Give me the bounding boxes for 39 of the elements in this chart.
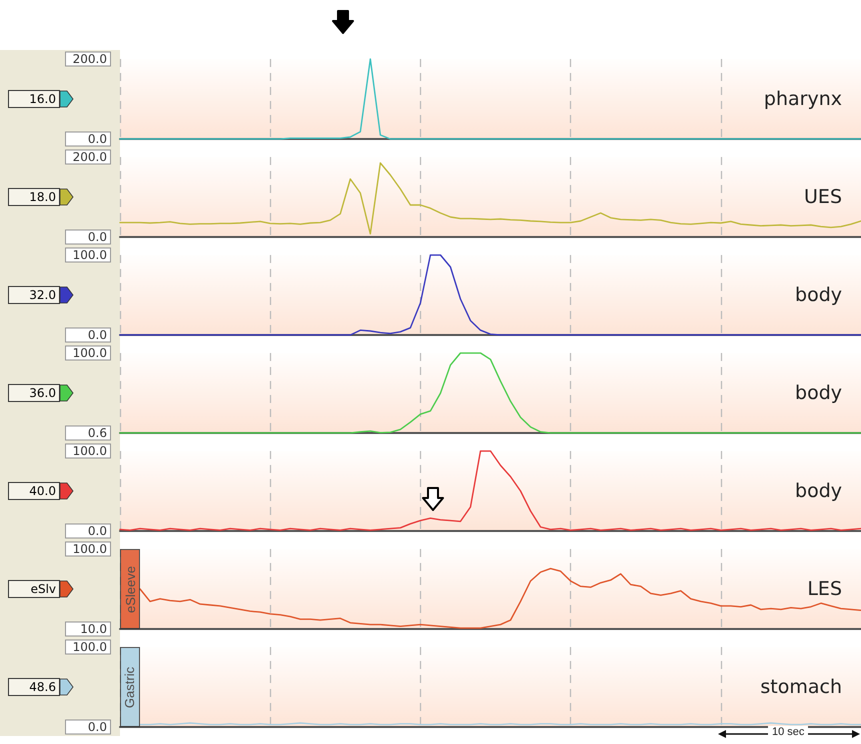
line-series <box>119 162 861 234</box>
y-tick-label: 100.0 <box>72 444 107 458</box>
annotation: 10 sec <box>768 726 808 738</box>
y-tick-label: 0.0 <box>88 132 107 146</box>
y-tick-label: 100.0 <box>72 542 107 556</box>
text: stomach <box>760 676 842 698</box>
y-tick-label: 100.0 <box>72 346 107 360</box>
text: UES <box>804 186 842 208</box>
y-tick-label: 200.0 <box>72 150 107 164</box>
y-tick-label: 0.0 <box>88 230 107 244</box>
annotation: Gastric <box>122 666 138 708</box>
annotation: eSleeve <box>122 566 138 612</box>
line-series <box>119 254 861 336</box>
text: body <box>795 284 842 306</box>
text: 18.0 <box>8 188 60 206</box>
y-tick-label: 0.0 <box>88 328 107 342</box>
text: 16.0 <box>8 90 60 108</box>
text: 36.0 <box>8 384 60 402</box>
line-series <box>119 58 861 140</box>
side-tab: eSleeve <box>120 549 140 629</box>
y-tick-label: 0.0 <box>88 524 107 538</box>
text: eSlv <box>8 580 60 598</box>
y-tick-label: 10.0 <box>80 622 107 636</box>
y-tick-label: 100.0 <box>72 640 107 654</box>
line-series <box>139 568 861 629</box>
text: 32.0 <box>8 286 60 304</box>
side-tab: Gastric <box>120 647 140 727</box>
text: body <box>795 382 842 404</box>
line-series <box>119 352 861 434</box>
y-tick-label: 200.0 <box>72 52 107 66</box>
text: LES <box>807 578 842 600</box>
text: body <box>795 480 842 502</box>
text: pharynx <box>764 88 842 110</box>
y-tick-label: 0.0 <box>88 720 107 734</box>
y-tick-label: 100.0 <box>72 248 107 262</box>
y-tick-label: 0.6 <box>88 426 107 440</box>
text: 48.6 <box>8 678 60 696</box>
line-series <box>119 450 861 531</box>
text: 40.0 <box>8 482 60 500</box>
